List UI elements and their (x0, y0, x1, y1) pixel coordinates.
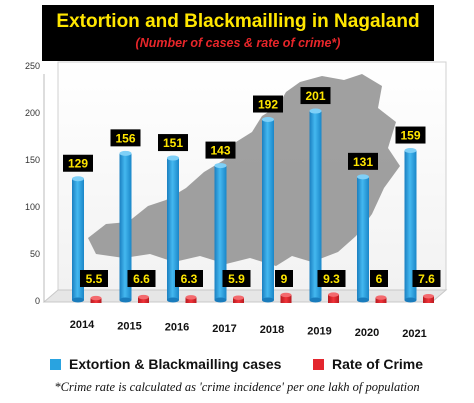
cases-bar (357, 176, 369, 300)
cases-value-box (253, 95, 283, 113)
cases-value-box (348, 152, 378, 170)
chart-subtitle: (Number of cases & rate of crime*) (135, 36, 341, 50)
x-tick-label: 2018 (260, 324, 284, 336)
x-tick-label: 2014 (70, 319, 95, 331)
cases-bar-base (119, 297, 132, 303)
rate-value-box (175, 270, 203, 287)
rate-bar-cap (328, 292, 339, 297)
cases-bar-cap (214, 163, 227, 169)
rate-value-label: 6 (376, 272, 383, 286)
y-tick-label: 100 (25, 202, 40, 212)
cases-bar-cap (404, 148, 417, 154)
cases-bar-base (72, 297, 84, 303)
rate-bar-cap (375, 295, 387, 300)
cases-value-label: 143 (210, 144, 230, 158)
cases-value-label: 159 (400, 129, 420, 143)
rate-value-label: 5.9 (228, 272, 245, 286)
rate-value-box (370, 270, 388, 287)
rate-bar-cap (233, 295, 244, 300)
rate-value-label: 7.6 (418, 272, 435, 286)
rate-value-label: 6.3 (181, 272, 198, 286)
rate-bar (375, 297, 387, 303)
legend-cases: Extortion & Blackmailling cases (50, 356, 281, 372)
cases-bar (214, 165, 227, 300)
cases-bar-cap (309, 108, 322, 114)
cases-value-box (395, 126, 426, 144)
y-tick-label: 150 (25, 155, 40, 165)
x-tick-label: 2016 (165, 322, 189, 334)
cases-bar-base (214, 297, 227, 303)
cases-value-label: 201 (305, 89, 325, 103)
cases-bar-cap (119, 150, 132, 156)
y-tick-label: 250 (25, 61, 40, 71)
rate-bar (280, 294, 292, 303)
x-tick-label: 2017 (212, 323, 236, 335)
cases-bar-base (262, 297, 274, 303)
cases-bar (119, 153, 132, 300)
legend-swatch-cases (50, 358, 61, 370)
cases-bar-base (167, 297, 179, 303)
title-box: Extortion and Blackmailling in Nagaland … (42, 5, 434, 61)
cases-value-label: 129 (68, 157, 88, 171)
cases-bar (167, 158, 179, 300)
cases-value-box (63, 154, 93, 172)
y-tick-label: 200 (25, 108, 40, 118)
rate-value-label: 9 (281, 272, 288, 286)
nagaland-map (88, 74, 400, 266)
rate-value-box (222, 270, 251, 287)
cases-bar-cap (357, 174, 369, 180)
rate-value-label: 6.6 (133, 272, 150, 286)
rate-bar (138, 297, 149, 303)
rate-bar (328, 294, 339, 303)
rate-value-box (127, 270, 156, 287)
rate-bar (233, 297, 244, 303)
cases-bar-base (357, 297, 369, 303)
footnote: *Crime rate is calculated as 'crime inci… (54, 380, 420, 394)
rate-value-box (317, 270, 346, 287)
rate-bar-cap (138, 294, 149, 300)
cases-bar (309, 111, 322, 300)
rate-bar-cap (280, 292, 292, 298)
x-tick-label: 2015 (117, 320, 141, 332)
rate-bar (185, 297, 197, 303)
cases-bar (72, 178, 84, 300)
rate-value-label: 5.5 (86, 272, 103, 286)
rate-bar-cap (185, 295, 197, 300)
rate-bar-cap (423, 293, 434, 299)
legend-rate: Rate of Crime (313, 356, 423, 372)
x-tick-label: 2019 (307, 326, 331, 338)
chart-title: Extortion and Blackmailling in Nagaland (56, 11, 420, 32)
cases-bar-cap (167, 155, 179, 161)
cases-value-label: 131 (353, 155, 373, 169)
cases-value-box (205, 141, 236, 159)
cases-bar (262, 119, 274, 301)
rate-bar (90, 298, 102, 303)
legend-label-rate: Rate of Crime (332, 356, 424, 372)
cases-bar-cap (262, 117, 274, 123)
y-tick-label: 0 (35, 296, 40, 306)
cases-bar-cap (72, 176, 84, 182)
cases-bar-base (404, 297, 417, 303)
rate-value-box (412, 270, 441, 287)
cases-value-label: 156 (115, 131, 135, 145)
cases-value-label: 192 (258, 98, 278, 112)
legend-label-cases: Extortion & Blackmailling cases (69, 356, 282, 372)
rate-bar-cap (90, 295, 102, 301)
cases-value-box (110, 129, 141, 147)
rate-value-label: 9.3 (323, 272, 340, 286)
x-tick-label: 2020 (355, 327, 379, 339)
rate-bar (423, 296, 434, 303)
cases-bar-base (309, 297, 322, 303)
cases-value-label: 151 (163, 136, 183, 150)
cases-value-box (300, 87, 331, 105)
x-tick-label: 2021 (402, 328, 426, 340)
rate-value-box (275, 270, 293, 287)
cases-value-box (158, 134, 188, 152)
y-tick-label: 50 (30, 249, 40, 259)
rate-value-box (80, 270, 108, 287)
cases-bar (404, 150, 417, 300)
legend-swatch-rate (313, 358, 324, 370)
